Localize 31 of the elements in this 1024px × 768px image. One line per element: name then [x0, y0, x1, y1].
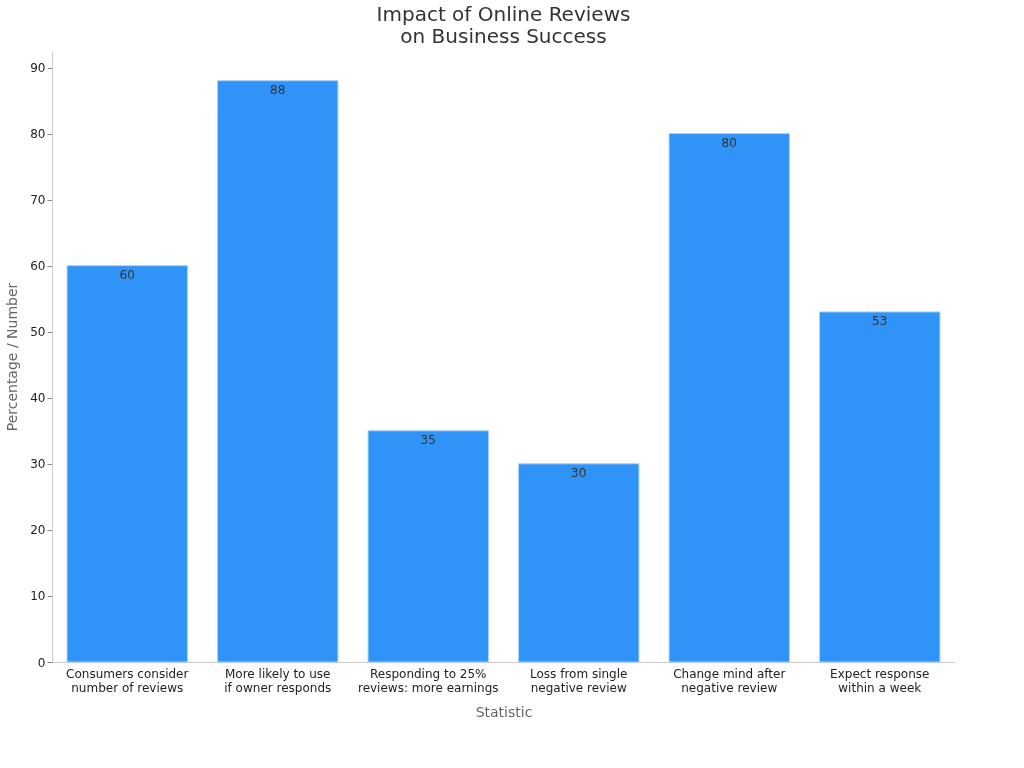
- data-label: 88: [270, 82, 286, 97]
- bar: [217, 80, 339, 663]
- data-label: 80: [721, 135, 737, 150]
- y-axis-title: Percentage / Number: [4, 282, 21, 432]
- data-label: 60: [119, 267, 135, 282]
- y-tick-label: 10: [30, 589, 46, 604]
- chart-title: Impact of Online Reviews on Business Success: [376, 2, 631, 48]
- x-tick-label: Change mind after negative review: [673, 666, 786, 695]
- y-tick-label: 20: [30, 523, 46, 538]
- y-tick-label: 40: [30, 391, 46, 406]
- x-tick-label: Expect response within a week: [830, 666, 930, 695]
- y-tick-label: 70: [30, 193, 46, 208]
- data-label: 30: [571, 465, 587, 480]
- x-tick-label: Loss from single negative review: [530, 666, 628, 695]
- y-tick-label: 50: [30, 325, 46, 340]
- x-tick-label: More likely to use if owner responds: [224, 666, 332, 695]
- x-tick-label: Responding to 25% reviews: more earnings: [357, 666, 499, 695]
- x-tick-label: Consumers consider number of reviews: [66, 666, 189, 695]
- y-tick-label: 80: [30, 127, 46, 142]
- bar: [819, 311, 941, 663]
- data-label: 35: [420, 432, 436, 447]
- bar: [66, 265, 188, 663]
- bar: [518, 463, 640, 663]
- y-tick-label: 60: [30, 259, 46, 274]
- bar: [668, 133, 790, 663]
- bar: [367, 430, 489, 663]
- y-tick-label: 90: [30, 61, 46, 76]
- x-axis-title: Statistic: [475, 703, 533, 720]
- y-tick-label: 30: [30, 457, 46, 472]
- data-label: 53: [872, 313, 888, 328]
- y-tick-label: 0: [37, 655, 46, 670]
